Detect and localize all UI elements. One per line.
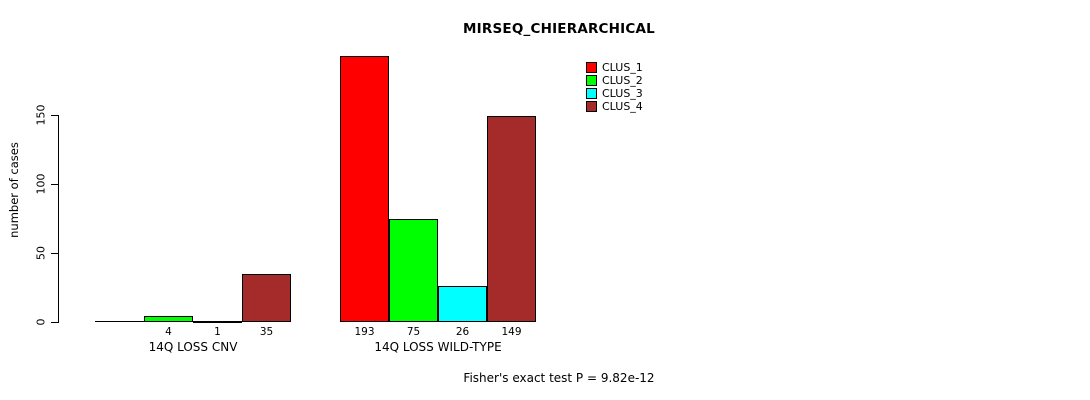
bar (487, 116, 536, 322)
y-tick-label: 50 (34, 246, 48, 260)
y-tick (51, 253, 58, 254)
bar-value-label: 35 (259, 326, 274, 338)
legend-item: CLUS_3 (586, 87, 643, 100)
legend-item: CLUS_1 (586, 61, 643, 74)
y-axis-line (58, 115, 59, 323)
legend-swatch (586, 62, 597, 73)
bar (242, 274, 291, 322)
bar-value-label: 26 (455, 326, 470, 338)
legend-item-label: CLUS_4 (602, 100, 643, 113)
category-label: 14Q LOSS WILD-TYPE (374, 340, 502, 354)
bar (144, 316, 193, 322)
category-label: 14Q LOSS CNV (148, 340, 238, 354)
legend: CLUS_1 CLUS_2 CLUS_3 CLUS_4 (586, 61, 643, 113)
y-tick-label: 150 (34, 104, 48, 126)
chart-title: MIRSEQ_CHIERARCHICAL (463, 21, 655, 37)
legend-item: CLUS_2 (586, 74, 643, 87)
y-axis-label: number of cases (7, 142, 21, 238)
bar (389, 219, 438, 322)
y-tick (51, 184, 58, 185)
bar (193, 321, 242, 323)
y-tick (51, 322, 58, 323)
legend-item-label: CLUS_1 (602, 61, 643, 74)
legend-item-label: CLUS_2 (602, 74, 643, 87)
bar-value-label: 4 (165, 326, 172, 338)
legend-swatch (586, 101, 597, 112)
bar (438, 286, 487, 322)
legend-item: CLUS_4 (586, 100, 643, 113)
legend-item-label: CLUS_3 (602, 87, 643, 100)
y-tick (51, 115, 58, 116)
bar-value-label: 149 (501, 326, 522, 338)
footer-note: Fisher's exact test P = 9.82e-12 (463, 371, 655, 385)
bar-value-label: 75 (406, 326, 421, 338)
legend-swatch (586, 75, 597, 86)
y-tick-label: 0 (34, 318, 48, 326)
bar (95, 321, 144, 322)
bar-value-label: 193 (354, 326, 375, 338)
bar-value-label: 1 (214, 326, 221, 338)
legend-swatch (586, 88, 597, 99)
y-tick-label: 100 (34, 173, 48, 195)
bar (340, 56, 389, 322)
